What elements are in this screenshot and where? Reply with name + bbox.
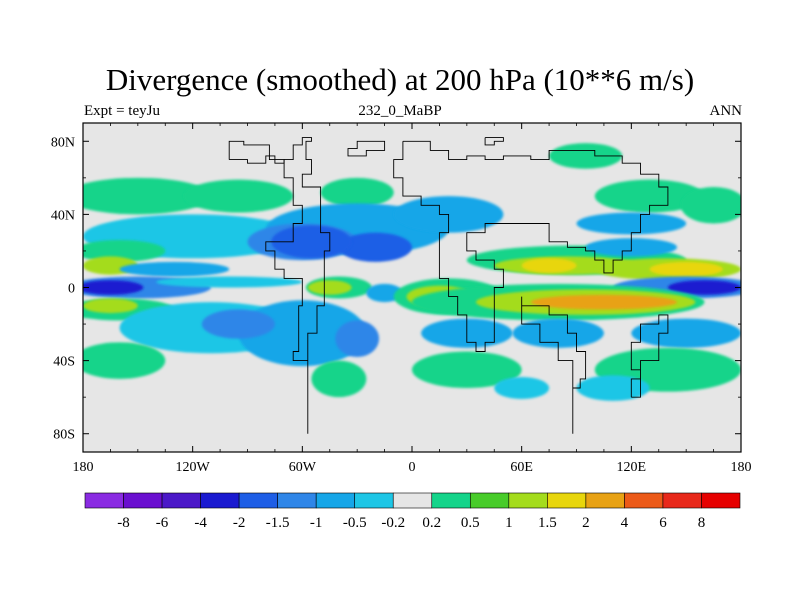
contour-region-15 — [119, 261, 230, 277]
contour-region-43 — [631, 318, 741, 348]
y-tick-label-1: 40N — [51, 208, 75, 223]
x-tick-label-1: 120W — [176, 460, 211, 475]
chart-title: Divergence (smoothed) at 200 hPa (10**6 … — [105, 62, 695, 97]
contour-region-36 — [530, 294, 678, 310]
coastline-2 — [521, 296, 587, 434]
y-tick-label-4: 80S — [53, 428, 75, 443]
colorbar-swatch-7 — [354, 492, 394, 509]
colorbar-label-2: -4 — [194, 515, 207, 531]
contour-region-13 — [83, 239, 166, 262]
x-axis: 180 120W 60W 0 60E 120E 180 — [73, 123, 752, 475]
colorbar-swatch-3 — [200, 492, 240, 509]
x-tick-label-2: 60W — [289, 460, 317, 475]
contour-region-3 — [594, 179, 705, 213]
colorbar-swatch-6 — [315, 492, 356, 509]
contour-region-39 — [201, 309, 275, 339]
coastline-4 — [347, 140, 386, 157]
coastline-layer — [228, 137, 669, 434]
coastline-6 — [484, 137, 504, 146]
colorbar-swatch-9 — [431, 492, 471, 509]
colorbar-swatch-2 — [161, 492, 201, 509]
contour-region-42 — [512, 318, 604, 348]
contour-region-28 — [307, 280, 352, 295]
colorbar-swatch-4 — [238, 492, 278, 509]
coastline-1 — [393, 140, 669, 352]
colorbar-swatch-10 — [469, 492, 510, 509]
contour-region-46 — [412, 351, 522, 389]
colorbar-swatch-16 — [701, 492, 741, 509]
colorbar-label-15: 8 — [698, 515, 706, 531]
colorbar-label-9: 0.5 — [461, 515, 480, 531]
colorbar-label-3: -2 — [233, 515, 246, 531]
season-label: ANN — [709, 103, 743, 119]
colorbar-swatch-12 — [547, 492, 587, 509]
x-tick-label-3: 0 — [409, 460, 416, 475]
contour-region-2 — [320, 177, 394, 208]
colorbar-swatch-15 — [662, 492, 702, 509]
colorbar-swatch-11 — [508, 492, 548, 509]
coastline-0 — [265, 137, 331, 434]
x-tick-label-4: 60E — [510, 460, 533, 475]
contour-region-6 — [576, 212, 687, 235]
colorbar-swatch-0 — [84, 492, 124, 509]
colorbar-label-14: 6 — [659, 515, 667, 531]
colorbar-label-8: 0.2 — [422, 515, 441, 531]
contour-fill-layer — [83, 123, 741, 452]
x-tick-label-0: 180 — [73, 460, 94, 475]
contour-region-26 — [156, 276, 303, 288]
contour-region-44 — [83, 342, 166, 379]
contour-region-5 — [549, 143, 623, 169]
colorbar-label-6: -0.5 — [343, 515, 367, 531]
colorbar-label-12: 2 — [582, 515, 590, 531]
colorbar-swatch-5 — [277, 492, 317, 509]
colorbar: -8 -6 -4 -2 -1.5 -1 -0.5 -0.2 0.2 0.5 1 1.5 2 4 6 8 — [84, 492, 741, 531]
experiment-label: Expt = teyJu — [84, 103, 160, 119]
contour-region-12 — [271, 225, 352, 259]
colorbar-label-5: -1 — [310, 515, 323, 531]
y-tick-label-0: 80N — [51, 135, 75, 150]
y-tick-label-3: 40S — [53, 355, 75, 370]
contour-region-1 — [183, 179, 294, 213]
colorbar-label-1: -6 — [156, 515, 169, 531]
contour-region-18 — [521, 258, 577, 273]
contour-region-25 — [667, 280, 741, 295]
colorbar-swatch-8 — [392, 492, 433, 509]
contour-region-29 — [366, 283, 403, 303]
contour-region-31 — [83, 298, 138, 314]
colorbar-label-11: 1.5 — [538, 515, 557, 531]
colorbar-label-7: -0.2 — [381, 515, 405, 531]
y-axis: 80N 40N 0 40S 80S — [51, 135, 741, 443]
contour-region-0 — [83, 177, 211, 215]
y-tick-label-2: 0 — [68, 282, 75, 297]
contour-region-49 — [494, 377, 550, 399]
contour-region-4 — [680, 186, 741, 224]
contour-region-23 — [83, 280, 144, 295]
colorbar-swatch-13 — [585, 492, 625, 509]
x-tick-label-5: 120E — [617, 460, 647, 475]
colorbar-swatch-14 — [624, 492, 664, 509]
contour-region-11 — [338, 232, 413, 262]
colorbar-swatch-1 — [123, 492, 163, 509]
contour-region-40 — [335, 320, 380, 357]
colorbar-label-13: 4 — [621, 515, 629, 531]
colorbar-label-0: -8 — [117, 515, 130, 531]
coastline-3 — [630, 314, 669, 398]
x-tick-label-6: 180 — [731, 460, 752, 475]
colorbar-label-10: 1 — [505, 515, 513, 531]
coastline-5 — [228, 140, 285, 164]
colorbar-label-4: -1.5 — [266, 515, 290, 531]
case-label: 232_0_MaBP — [358, 103, 442, 119]
contour-region-45 — [311, 360, 367, 398]
contour-region-38 — [238, 300, 367, 367]
contour-region-20 — [649, 261, 723, 277]
